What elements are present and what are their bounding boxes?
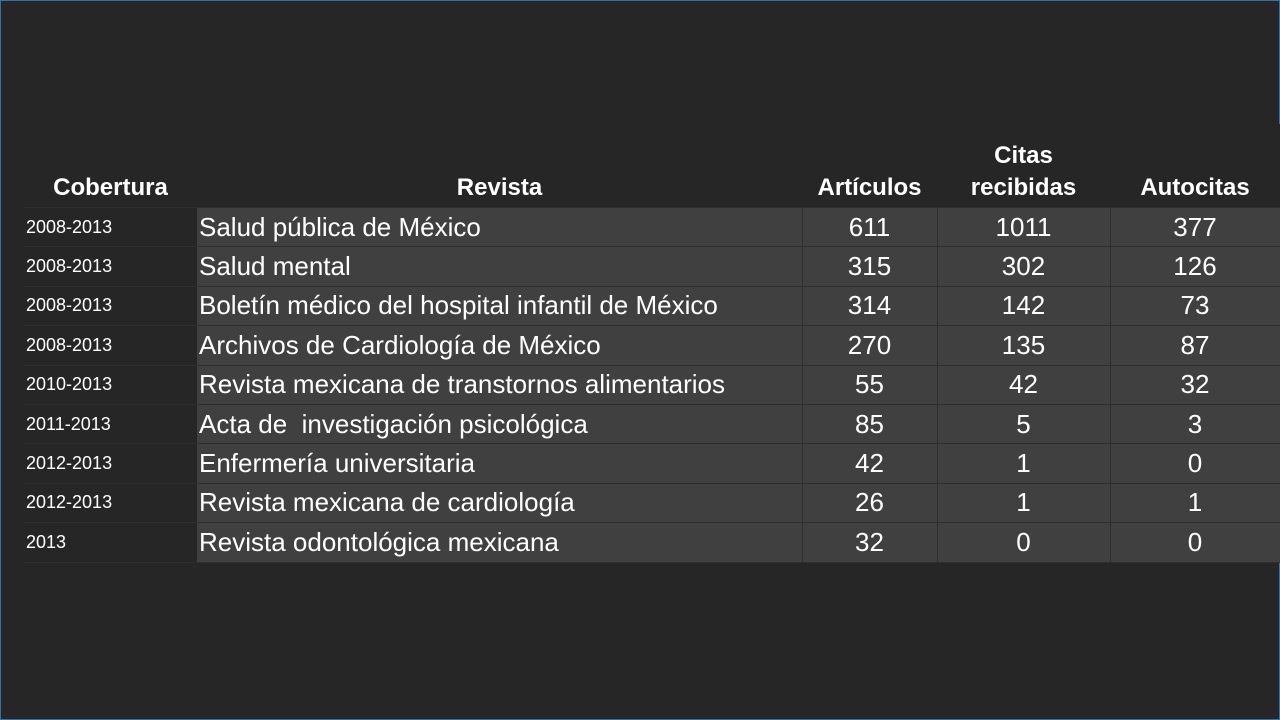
cell-revista: Acta de investigación psicológica: [197, 403, 803, 445]
cell-articulos: 611: [802, 206, 938, 248]
table-row: 2008-2013 Salud pública de México 611 10…: [24, 206, 1280, 248]
cell-revista: Enfermería universitaria: [197, 443, 803, 484]
cell-revista: Archivos de Cardiología de México: [197, 325, 803, 366]
cell-citas: 135: [937, 325, 1111, 366]
cell-cobertura: 2010-2013: [24, 364, 197, 405]
cell-revista: Boletín médico del hospital infantil de …: [197, 285, 803, 327]
cell-autocitas: 377: [1110, 206, 1280, 248]
header-revista: Revista: [197, 124, 802, 208]
journals-table: Cobertura Revista Artículos Citas recibid…: [24, 124, 1280, 563]
cell-articulos: 85: [802, 403, 938, 445]
header-cobertura: Cobertura: [24, 124, 197, 208]
cell-articulos: 270: [802, 325, 938, 366]
cell-cobertura: 2008-2013: [24, 285, 197, 327]
table-row: 2008-2013 Archivos de Cardiología de Méx…: [24, 325, 1280, 366]
cell-revista: Revista mexicana de transtornos alimenta…: [197, 364, 803, 405]
cell-revista: Revista odontológica mexicana: [197, 522, 803, 563]
cell-autocitas: 73: [1110, 285, 1280, 327]
cell-cobertura: 2012-2013: [24, 443, 197, 484]
cell-autocitas: 1: [1110, 482, 1280, 524]
table-row: 2012-2013 Enfermería universitaria 42 1 …: [24, 443, 1280, 484]
cell-citas: 1011: [937, 206, 1111, 248]
cell-citas: 302: [937, 246, 1111, 287]
header-citas-line2: recibidas: [970, 174, 1077, 201]
table-row: 2010-2013 Revista mexicana de transtorno…: [24, 364, 1280, 405]
cell-articulos: 314: [802, 285, 938, 327]
header-articulos: Artículos: [802, 124, 937, 208]
cell-cobertura: 2008-2013: [24, 246, 197, 287]
cell-articulos: 315: [802, 246, 938, 287]
cell-autocitas: 3: [1110, 403, 1280, 445]
cell-revista: Salud pública de México: [197, 206, 803, 248]
cell-cobertura: 2008-2013: [24, 206, 197, 248]
header-autocitas: Autocitas: [1110, 124, 1280, 208]
table-row: 2013 Revista odontológica mexicana 32 0 …: [24, 522, 1280, 563]
table-row: 2011-2013 Acta de investigación psicológ…: [24, 403, 1280, 445]
cell-citas: 1: [937, 482, 1111, 524]
cell-revista: Revista mexicana de cardiología: [197, 482, 803, 524]
cell-citas: 42: [937, 364, 1111, 405]
cell-articulos: 32: [802, 522, 938, 563]
cell-articulos: 42: [802, 443, 938, 484]
header-citas-recibidas: Citas recibidas: [937, 124, 1110, 208]
cell-revista: Salud mental: [197, 246, 803, 287]
cell-autocitas: 0: [1110, 522, 1280, 563]
table-body: 2008-2013 Salud pública de México 611 10…: [24, 206, 1280, 563]
cell-autocitas: 32: [1110, 364, 1280, 405]
table-header-row: Cobertura Revista Artículos Citas recibid…: [24, 124, 1280, 208]
cell-articulos: 26: [802, 482, 938, 524]
cell-cobertura: 2008-2013: [24, 325, 197, 366]
cell-autocitas: 0: [1110, 443, 1280, 484]
cell-autocitas: 126: [1110, 246, 1280, 287]
cell-articulos: 55: [802, 364, 938, 405]
cell-citas: 1: [937, 443, 1111, 484]
cell-cobertura: 2012-2013: [24, 482, 197, 524]
header-citas-line1: Citas: [994, 142, 1053, 169]
cell-citas: 142: [937, 285, 1111, 327]
cell-autocitas: 87: [1110, 325, 1280, 366]
cell-cobertura: 2011-2013: [24, 403, 197, 445]
table-row: 2008-2013 Boletín médico del hospital in…: [24, 285, 1280, 327]
cell-citas: 0: [937, 522, 1111, 563]
table-row: 2008-2013 Salud mental 315 302 126: [24, 246, 1280, 287]
table-row: 2012-2013 Revista mexicana de cardiologí…: [24, 482, 1280, 524]
journals-table-container: Cobertura Revista Artículos Citas recibid…: [24, 124, 1280, 563]
cell-citas: 5: [937, 403, 1111, 445]
cell-cobertura: 2013: [24, 522, 197, 563]
